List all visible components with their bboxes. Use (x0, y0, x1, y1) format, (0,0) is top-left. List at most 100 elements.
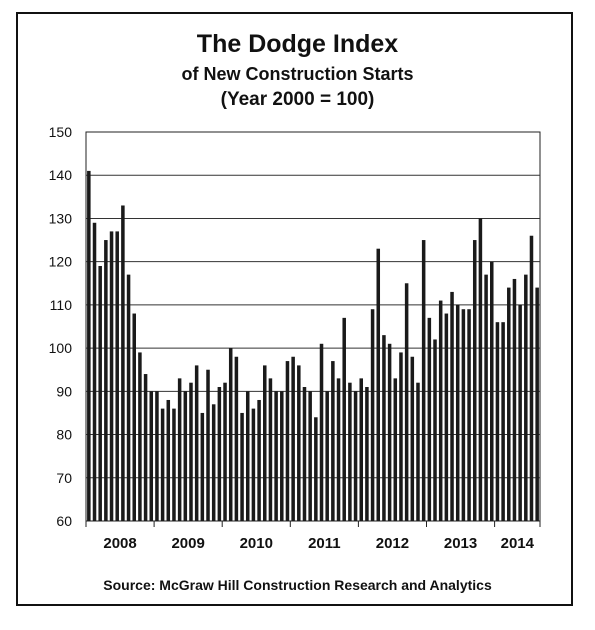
bar (98, 265, 102, 521)
chart-title: The Dodge Index (196, 30, 399, 58)
y-tick-label: 80 (56, 427, 72, 443)
bar (121, 205, 125, 521)
bar (160, 408, 165, 521)
bar (183, 391, 188, 521)
bar (325, 391, 329, 521)
bar (302, 387, 307, 521)
x-tick-label: 2011 (308, 535, 341, 552)
bar (495, 322, 500, 521)
bar (376, 248, 381, 521)
y-tick-label: 60 (56, 513, 72, 529)
bar (166, 399, 171, 521)
bar (217, 387, 222, 521)
bar (478, 218, 483, 521)
bar (427, 317, 432, 521)
bar (228, 348, 233, 521)
bar (257, 399, 261, 521)
bar (280, 391, 284, 521)
y-tick-label: 120 (49, 254, 73, 270)
bar (87, 170, 91, 521)
bar (92, 222, 97, 521)
bar (524, 274, 528, 521)
bar (399, 352, 403, 521)
bar (245, 391, 250, 521)
bar (365, 387, 369, 521)
bar (234, 356, 239, 521)
bar (518, 304, 522, 521)
chart-subtitle-line-1: of New Construction Starts (181, 64, 414, 84)
bar (484, 274, 488, 521)
bar (382, 335, 386, 521)
bar (274, 391, 278, 521)
y-tick-label: 90 (56, 383, 72, 399)
bar (404, 283, 409, 521)
bar (501, 322, 505, 521)
bar (126, 274, 131, 521)
bar (444, 313, 449, 521)
x-tick-label: 2008 (103, 535, 136, 552)
bar (314, 417, 318, 521)
bar (194, 365, 199, 521)
bar (155, 391, 159, 521)
y-tick-label: 110 (50, 297, 73, 313)
bar (177, 378, 182, 521)
bar (143, 374, 148, 521)
bar (297, 365, 301, 521)
x-tick-label: 2010 (240, 535, 273, 552)
bar (331, 361, 335, 521)
bar (149, 391, 154, 521)
bar (393, 378, 398, 521)
bar (461, 309, 466, 521)
bar (240, 412, 244, 521)
bar (507, 287, 511, 521)
bar (370, 309, 375, 521)
x-tick-label: 2013 (444, 535, 477, 552)
bar (189, 382, 193, 521)
bar (387, 343, 392, 521)
bar (472, 240, 477, 522)
bar (319, 343, 324, 521)
y-tick-label: 150 (49, 124, 73, 140)
bar (529, 235, 534, 521)
bar (104, 240, 108, 522)
bar (512, 278, 517, 521)
bar (342, 317, 346, 521)
bar (455, 304, 460, 521)
y-tick-label: 140 (49, 167, 73, 183)
bar (353, 391, 358, 521)
y-tick-label: 70 (56, 470, 72, 486)
bar (308, 391, 312, 521)
y-tick-label: 130 (49, 210, 73, 226)
x-tick-label: 2009 (171, 535, 204, 552)
x-tick-label: 2012 (376, 535, 409, 552)
bar (438, 300, 443, 521)
bar (251, 408, 256, 521)
bar (467, 309, 471, 521)
bar (268, 378, 273, 521)
bar (291, 356, 295, 521)
bar (410, 356, 415, 521)
bar (450, 291, 454, 521)
bar (490, 261, 494, 521)
bar (172, 408, 176, 521)
x-tick-label: 2014 (501, 535, 535, 552)
bar (263, 365, 267, 521)
bar (421, 240, 426, 522)
bar (336, 378, 341, 521)
bar (535, 287, 539, 521)
bar (132, 313, 136, 521)
plot-area (85, 131, 541, 522)
bar (348, 382, 352, 521)
bar (109, 231, 114, 521)
bar (200, 412, 205, 521)
bar (206, 369, 210, 521)
bar (115, 231, 119, 521)
bar (416, 382, 420, 521)
bar (138, 352, 142, 521)
bar (433, 339, 437, 521)
chart-subtitle-line-2: (Year 2000 = 100) (220, 89, 375, 110)
bar (211, 404, 216, 521)
bar (285, 361, 290, 521)
bar (359, 378, 363, 521)
